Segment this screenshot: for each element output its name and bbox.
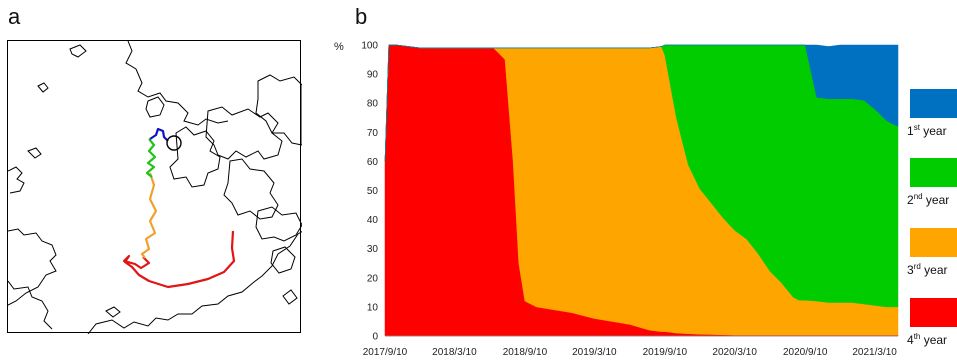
drift-track: [122, 127, 236, 289]
legend-swatch: [910, 158, 957, 187]
x-tick-label: 2020/9/10: [783, 347, 828, 358]
legend-label: 4th year: [907, 332, 947, 347]
y-tick-label: 80: [367, 99, 379, 110]
island-small-2: [69, 44, 87, 58]
x-tick-label: 2021/3/10: [852, 347, 897, 358]
y-tick-labels: 0 10 20 30 40 50 60 70 80 90 100: [361, 41, 378, 343]
coastline-left-inner: [8, 280, 53, 330]
track-segment-3rd-year: [140, 172, 158, 259]
legend-swatch: [910, 298, 957, 327]
y-tick-label: 40: [367, 215, 379, 226]
track-segment-4th-year: [122, 230, 236, 289]
archipelago-4: [255, 74, 302, 146]
x-tick-label: 2018/3/10: [432, 347, 477, 358]
y-tick-label: 30: [367, 244, 379, 255]
archipelago-3: [223, 158, 279, 220]
start-location-circle: [166, 135, 182, 151]
x-tick-label: 2019/9/10: [643, 347, 688, 358]
arctic-map: [8, 41, 302, 334]
y-tick-label: 60: [367, 157, 379, 168]
y-tick-label: 100: [361, 41, 378, 52]
legend-swatch: [910, 89, 957, 118]
legend-label: 3rd year: [907, 262, 948, 277]
y-axis-label: %: [334, 41, 344, 53]
archipelago-1: [169, 126, 221, 188]
x-tick-label: 2019/3/10: [572, 347, 617, 358]
y-tick-label: 50: [367, 186, 379, 197]
stacked-areas: [384, 44, 899, 337]
track-segment-1st-year: [149, 127, 169, 142]
y-tick-label: 90: [367, 70, 379, 81]
map-panel: [7, 40, 302, 334]
coastline-bottom: [87, 231, 302, 334]
archipelago-5: [255, 206, 302, 242]
archipelago-6: [145, 96, 165, 118]
legend-swatch: [910, 228, 957, 257]
archipelago-7: [270, 246, 296, 274]
island-small-5: [282, 289, 298, 305]
x-tick-labels: 2017/9/10 2018/3/10 2018/9/10 2019/3/10 2019…: [363, 347, 898, 358]
island-small-3: [27, 147, 42, 159]
coastlines: [8, 41, 302, 334]
legend-label: 2nd year: [907, 192, 949, 207]
y-tick-label: 70: [367, 128, 379, 139]
track-segment-2nd-year: [145, 138, 157, 178]
island-small-4: [105, 306, 121, 318]
x-tick-label: 2017/9/10: [363, 347, 408, 358]
y-tick-label: 0: [372, 332, 378, 343]
coastline-left: [8, 166, 57, 306]
island-small-1: [37, 82, 49, 93]
panel-a-label: a: [8, 4, 21, 29]
archipelago-2: [205, 106, 283, 160]
legend-label: 1st year: [907, 123, 947, 138]
x-tick-label: 2018/9/10: [503, 347, 548, 358]
y-tick-label: 20: [367, 273, 379, 284]
panel-b-label: b: [355, 4, 368, 29]
x-tick-label: 2020/3/10: [712, 347, 757, 358]
area-series-1st-year: [384, 44, 899, 162]
coastline-top: [125, 41, 229, 126]
legend: 1st year 2nd year 3rd year 4th year: [907, 89, 957, 347]
y-tick-label: 10: [367, 302, 379, 313]
